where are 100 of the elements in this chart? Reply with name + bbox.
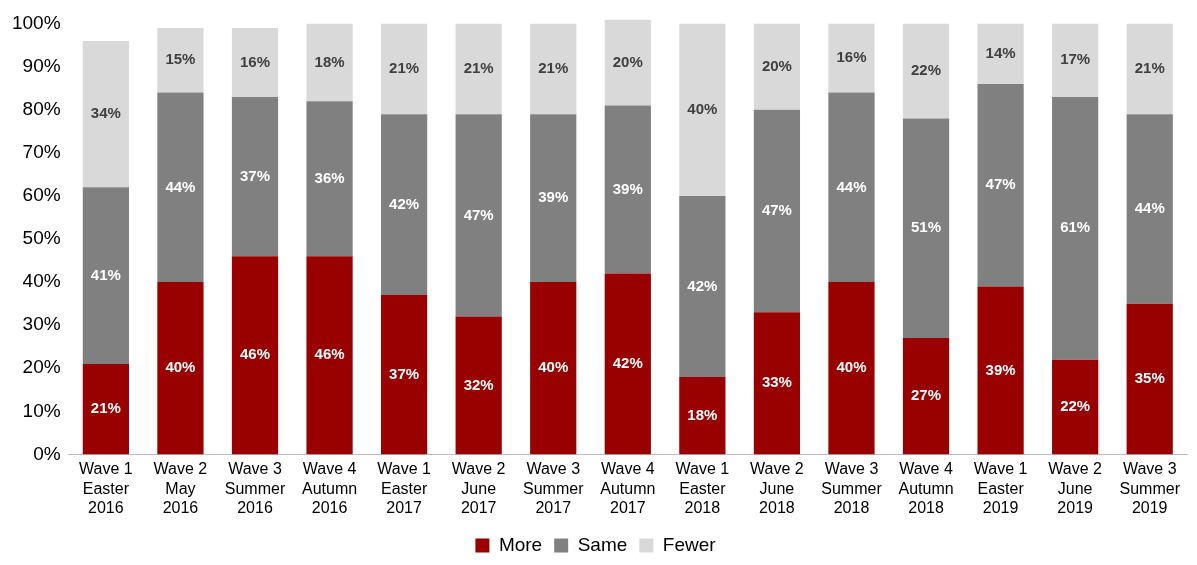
data-label: 40% (165, 358, 196, 376)
data-label: 46% (239, 345, 271, 363)
x-tick-label: Wave 4 Autumn 2016 (301, 460, 358, 516)
bar (902, 338, 950, 455)
bar (828, 23, 875, 93)
data-label: 37% (239, 166, 271, 184)
legend-label: Fewer (662, 533, 717, 555)
data-label: 42% (389, 194, 420, 212)
x-tick-label: Wave 1 Easter 2019 (973, 460, 1028, 516)
bar (455, 316, 502, 455)
data-label: 44% (165, 177, 196, 195)
data-label: 15% (165, 50, 196, 68)
x-tick-label: Wave 2 June 2019 (1048, 460, 1103, 516)
bar (231, 256, 279, 455)
bar (82, 40, 129, 188)
data-label: 16% (239, 52, 271, 70)
y-tick-label: 60% (22, 184, 61, 206)
data-label: 41% (90, 265, 121, 283)
bar (530, 23, 577, 115)
x-tick-label: Wave 2 June 2017 (451, 460, 506, 516)
data-label: 21% (1134, 59, 1165, 77)
data-label: 20% (612, 52, 643, 70)
y-tick-label: 70% (22, 141, 61, 163)
x-tick-label: Wave 3 Summer 2017 (523, 460, 585, 516)
data-label: 35% (1134, 369, 1165, 387)
bar (157, 92, 204, 283)
bar (157, 282, 204, 455)
x-tick-label: Wave 1 Easter 2017 (377, 460, 432, 516)
bar (306, 23, 353, 102)
data-label: 37% (389, 364, 420, 382)
bar (381, 23, 428, 115)
bar (306, 256, 353, 455)
legend-label: Same (577, 533, 628, 555)
bar (753, 109, 801, 313)
data-label: 18% (687, 405, 718, 423)
bar (977, 23, 1024, 84)
bar (604, 19, 651, 106)
bar (231, 28, 279, 97)
bar (82, 187, 129, 364)
bar (977, 286, 1024, 455)
bar (1052, 96, 1099, 360)
x-tick-label: Wave 3 Summer 2018 (821, 460, 883, 516)
y-tick-label: 10% (22, 399, 61, 421)
data-label: 40% (538, 358, 569, 376)
bar (1052, 23, 1099, 97)
data-label: 47% (985, 175, 1016, 193)
data-label: 42% (612, 354, 643, 372)
x-tick-label: Wave 1 Easter 2016 (79, 460, 133, 516)
bar (679, 195, 726, 377)
data-label: 20% (761, 56, 792, 74)
x-tick-label: Wave 3 Summer 2016 (224, 460, 286, 516)
data-label: 14% (985, 44, 1016, 61)
bar (828, 92, 875, 283)
bar (753, 23, 801, 110)
data-label: 21% (538, 59, 569, 77)
y-tick-label: 40% (22, 270, 61, 292)
bar (753, 312, 801, 455)
bar (977, 84, 1024, 287)
bar (157, 28, 204, 93)
data-label: 21% (389, 59, 420, 77)
data-label: 17% (1060, 50, 1091, 68)
data-label: 22% (1060, 397, 1091, 415)
data-label: 36% (314, 168, 345, 186)
bar (306, 101, 353, 257)
bar (604, 273, 651, 455)
bar (902, 23, 950, 119)
data-label: 21% (463, 59, 494, 77)
x-tick-label: Wave 2 May 2016 (153, 460, 208, 516)
data-label: 40% (836, 358, 867, 376)
y-tick-label: 20% (22, 356, 61, 378)
data-label: 34% (90, 104, 121, 122)
data-label: 27% (911, 386, 942, 404)
y-tick-label: 100% (11, 11, 61, 33)
bar (530, 114, 577, 283)
data-label: 32% (463, 375, 494, 393)
data-label: 39% (612, 179, 643, 197)
legend-label: More (498, 533, 543, 555)
x-tick-label: Wave 3 Summer 2019 (1119, 460, 1181, 516)
data-label: 51% (911, 218, 942, 236)
bar (455, 23, 502, 115)
bar (679, 376, 726, 455)
data-label: 40% (687, 99, 718, 117)
bar (902, 118, 950, 339)
bar (231, 96, 279, 257)
y-tick-label: 90% (22, 55, 61, 77)
bar (1126, 23, 1173, 115)
data-label: 22% (911, 61, 942, 79)
data-label: 39% (538, 188, 569, 206)
y-tick-label: 30% (22, 313, 61, 335)
y-tick-label: 0% (33, 442, 61, 464)
bar (530, 282, 577, 455)
data-label: 39% (985, 360, 1016, 378)
data-label: 33% (761, 373, 792, 391)
y-tick-label: 50% (22, 227, 61, 249)
data-label: 16% (836, 48, 867, 66)
data-label: 46% (314, 345, 345, 363)
data-label: 44% (836, 177, 867, 195)
bar (1126, 303, 1173, 455)
data-label: 44% (1134, 199, 1165, 217)
data-label: 47% (761, 201, 792, 219)
